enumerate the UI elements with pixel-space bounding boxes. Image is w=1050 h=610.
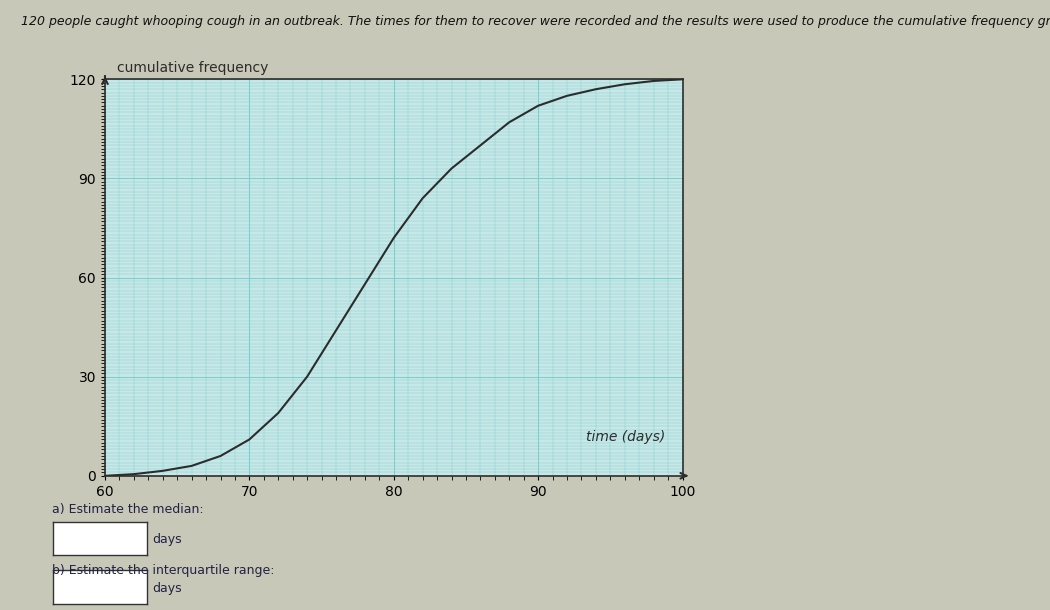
Text: days: days <box>152 582 182 595</box>
Text: time (days): time (days) <box>586 430 666 444</box>
Text: 120 people caught whooping cough in an outbreak. The times for them to recover w: 120 people caught whooping cough in an o… <box>21 15 1050 28</box>
Text: cumulative frequency: cumulative frequency <box>117 62 268 75</box>
Text: days: days <box>152 533 182 547</box>
Text: a) Estimate the median:: a) Estimate the median: <box>52 503 204 516</box>
Text: b) Estimate the interquartile range:: b) Estimate the interquartile range: <box>52 564 275 577</box>
